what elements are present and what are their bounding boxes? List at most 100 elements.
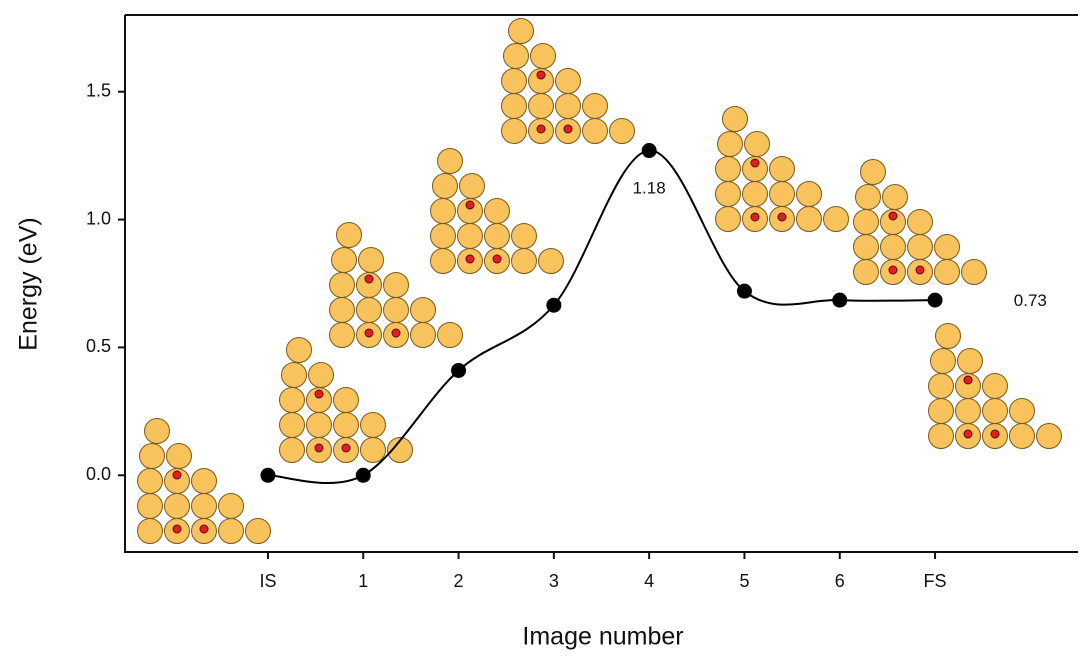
- atom: [957, 348, 983, 374]
- atom: [501, 68, 527, 94]
- adsorbate: [750, 158, 760, 168]
- x-tick-label: FS: [924, 571, 947, 591]
- atom: [528, 93, 554, 119]
- atom: [982, 398, 1008, 424]
- atom: [336, 222, 362, 248]
- atom: [930, 348, 956, 374]
- atom: [511, 248, 537, 274]
- atom: [430, 223, 456, 249]
- atom: [769, 181, 795, 207]
- atom: [880, 234, 906, 260]
- x-tick-label: 6: [835, 571, 845, 591]
- adsorbate: [777, 212, 787, 222]
- x-tick-label: 2: [454, 571, 464, 591]
- adsorbate: [888, 265, 898, 275]
- atom: [360, 437, 386, 463]
- adsorbate: [915, 265, 925, 275]
- atom: [715, 156, 741, 182]
- adsorbate: [364, 274, 374, 284]
- atom: [329, 297, 355, 323]
- energy-point: [546, 297, 562, 313]
- atom: [860, 159, 886, 185]
- atom: [430, 248, 456, 274]
- atom: [191, 493, 217, 519]
- y-tick-label: 1.5: [86, 80, 111, 100]
- atom: [245, 518, 271, 544]
- atom: [1036, 423, 1062, 449]
- atom: [508, 18, 534, 44]
- atom: [907, 209, 933, 235]
- atom: [144, 418, 170, 444]
- y-tick-label: 1.0: [86, 208, 111, 228]
- atom: [928, 423, 954, 449]
- atom: [279, 437, 305, 463]
- atom: [796, 181, 822, 207]
- atom: [286, 337, 312, 363]
- atom: [582, 118, 608, 144]
- atom: [139, 443, 165, 469]
- atom: [744, 131, 770, 157]
- atom: [137, 468, 163, 494]
- adsorbate: [492, 254, 502, 264]
- atom: [484, 198, 510, 224]
- adsorbate: [465, 254, 475, 264]
- atom: [484, 223, 510, 249]
- atom: [853, 209, 879, 235]
- x-tick-label: 5: [739, 571, 749, 591]
- atom: [333, 387, 359, 413]
- adsorbate: [391, 328, 401, 338]
- annotation: 1.18: [633, 178, 666, 197]
- atom: [137, 493, 163, 519]
- atom: [928, 373, 954, 399]
- atom: [383, 272, 409, 298]
- atom: [501, 118, 527, 144]
- atom: [164, 493, 190, 519]
- atom: [717, 131, 743, 157]
- adsorbate: [963, 429, 973, 439]
- atom: [582, 93, 608, 119]
- atom: [769, 156, 795, 182]
- atom: [329, 272, 355, 298]
- x-tick-label: 1: [358, 571, 368, 591]
- y-tick-label: 0.0: [86, 464, 111, 484]
- atom: [538, 248, 564, 274]
- atom: [432, 173, 458, 199]
- atom: [530, 43, 556, 69]
- atom: [358, 247, 384, 273]
- atom: [218, 493, 244, 519]
- x-tick-label: 4: [644, 571, 654, 591]
- atom: [823, 206, 849, 232]
- y-axis-label: Energy (eV): [15, 217, 43, 350]
- atom: [853, 234, 879, 260]
- adsorbate: [536, 124, 546, 134]
- adsorbate: [314, 443, 324, 453]
- atom: [961, 259, 987, 285]
- x-axis-label: Image number: [522, 623, 683, 651]
- atom: [928, 398, 954, 424]
- energy-point: [355, 467, 371, 483]
- atom: [907, 234, 933, 260]
- atom: [855, 184, 881, 210]
- atom: [387, 437, 413, 463]
- x-tick-label: 3: [549, 571, 559, 591]
- atom: [360, 412, 386, 438]
- adsorbate: [341, 443, 351, 453]
- adsorbate: [465, 200, 475, 210]
- x-tick-label: IS: [259, 571, 276, 591]
- atom: [331, 247, 357, 273]
- energy-point: [451, 362, 467, 378]
- energy-point: [832, 292, 848, 308]
- annotation: 0.73: [1014, 291, 1047, 310]
- atom: [329, 322, 355, 348]
- atom: [1009, 398, 1035, 424]
- atom: [437, 148, 463, 174]
- energy-point: [641, 143, 657, 159]
- structure-illustrations: [137, 18, 1062, 544]
- atom: [356, 297, 382, 323]
- atom: [1009, 423, 1035, 449]
- atom: [306, 412, 332, 438]
- atom: [281, 362, 307, 388]
- energy-point: [736, 283, 752, 299]
- adsorbate: [888, 211, 898, 221]
